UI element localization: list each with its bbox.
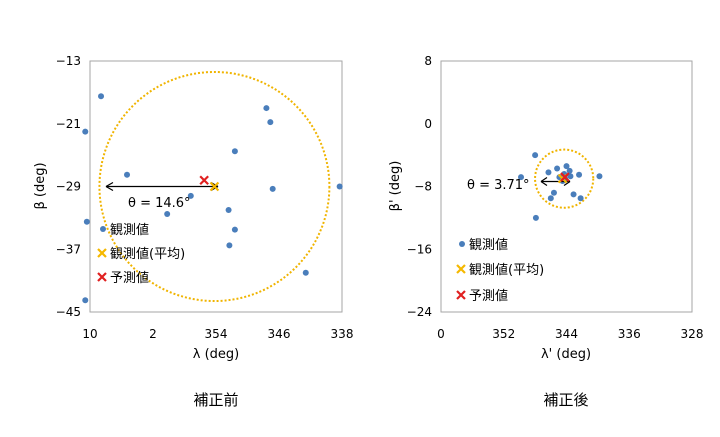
left-legend-predicted-swatch <box>97 272 107 282</box>
left-legend-mean-swatch <box>97 248 107 258</box>
right-observed-points <box>518 152 603 221</box>
left-observed-point <box>263 105 270 112</box>
right-legend-mean-swatch <box>456 264 466 274</box>
left-legend-observed-swatch <box>100 226 106 232</box>
left-observed-point <box>267 119 274 126</box>
left-theta-annotation: θ = 14.6° <box>128 196 191 211</box>
left-y-tick-label: −45 <box>56 305 81 319</box>
right-x-tick-label: 328 <box>681 327 704 341</box>
left-x-tick-label: 354 <box>205 327 228 341</box>
left-predicted-marker <box>199 175 209 186</box>
right-legend-mean-label: 観測値(平均) <box>469 262 544 278</box>
right-observed-point <box>596 173 603 180</box>
left-legend-observed-label: 観測値 <box>110 222 149 238</box>
left-observed-point <box>98 93 105 100</box>
left-observed-point <box>124 171 131 178</box>
right-plot-frame <box>440 60 693 313</box>
right-observed-point <box>563 163 570 170</box>
left-y-tick-label: −29 <box>56 180 81 194</box>
right-y-tick-label: −24 <box>407 305 432 319</box>
right-y-tick-label: 0 <box>424 117 432 131</box>
right-x-tick-label: 352 <box>492 327 515 341</box>
left-observed-point <box>164 210 171 217</box>
right-observed-point <box>532 152 539 159</box>
left-y-tick-labels: −13 −21 −29 −37 −45 <box>56 54 81 319</box>
right-legend-predicted-label: 予測値 <box>469 288 508 304</box>
left-observed-point <box>187 192 194 199</box>
right-observed-point <box>566 167 573 174</box>
left-x-tick-label: 10 <box>82 327 97 341</box>
left-chart: −13 −21 −29 −37 −45 10 2 354 346 338 β (deg) λ (… <box>33 54 353 409</box>
right-legend-predicted-swatch <box>456 290 466 300</box>
right-chart: 8 0 −8 −16 −24 352 344 336 328 0 β' (deg) λ' (d… <box>388 54 703 409</box>
right-theta-annotation: θ = 3.71° <box>467 178 530 193</box>
left-y-tick-label: −37 <box>56 242 81 256</box>
right-observed-point <box>545 169 552 176</box>
right-x-axis-label: λ' (deg) <box>541 347 591 362</box>
left-y-tick-label: −13 <box>56 54 81 68</box>
left-observed-point <box>225 207 232 214</box>
right-observed-point <box>532 214 539 221</box>
left-observed-point <box>302 269 309 276</box>
left-caption: 補正前 <box>193 391 238 409</box>
right-legend-observed-label: 観測値 <box>469 237 508 253</box>
left-observed-point <box>231 148 238 155</box>
right-x-tick-labels: 352 344 336 328 <box>492 327 703 341</box>
right-legend-observed-swatch <box>459 241 465 247</box>
right-observed-point <box>554 165 561 172</box>
right-x-zero-label: 0 <box>437 327 445 341</box>
left-x-tick-labels: 10 2 354 346 338 <box>82 327 353 341</box>
right-predicted-cross <box>560 172 570 182</box>
right-observed-point <box>577 195 584 202</box>
right-y-tick-label: 8 <box>424 54 432 68</box>
left-legend-mean-label: 観測値(平均) <box>110 246 185 262</box>
left-mean-marker <box>209 181 220 192</box>
left-observed-point <box>83 218 90 225</box>
left-x-axis-label: λ (deg) <box>193 347 239 362</box>
right-x-tick-label: 336 <box>618 327 641 341</box>
left-y-axis-label: β (deg) <box>33 162 48 209</box>
left-legend-predicted-label: 予測値 <box>110 270 149 286</box>
left-observed-point <box>82 297 89 304</box>
left-observed-point <box>231 226 238 233</box>
left-observed-point <box>226 242 233 249</box>
right-x-tick-label: 344 <box>555 327 578 341</box>
right-caption: 補正後 <box>543 391 588 409</box>
right-observed-point <box>518 174 525 181</box>
left-observed-point <box>336 183 343 190</box>
left-mean-cross <box>209 181 220 192</box>
right-y-tick-labels: 8 0 −8 −16 −24 <box>407 54 432 319</box>
right-observed-point <box>547 195 554 202</box>
right-y-tick-label: −16 <box>407 242 432 256</box>
left-x-tick-label: 338 <box>331 327 354 341</box>
left-y-tick-label: −21 <box>56 117 81 131</box>
right-legend: 観測値 観測値(平均) 予測値 <box>456 237 544 304</box>
right-predicted-marker <box>560 172 570 182</box>
right-y-tick-label: −8 <box>414 180 432 194</box>
left-observed-point <box>269 185 276 192</box>
right-observed-point <box>567 173 574 180</box>
left-x-tick-label: 2 <box>149 327 157 341</box>
left-predicted-cross <box>199 175 209 186</box>
left-legend: 観測値 観測値(平均) 予測値 <box>97 222 185 286</box>
left-observed-point <box>82 128 89 135</box>
right-observed-point <box>576 171 583 178</box>
right-error-circle <box>534 148 595 209</box>
right-y-axis-label: β' (deg) <box>388 161 403 212</box>
left-observed-points <box>82 93 343 304</box>
right-observed-point <box>570 191 577 198</box>
left-error-circle <box>98 70 331 303</box>
left-x-tick-label: 346 <box>268 327 291 341</box>
right-observed-point <box>550 189 557 196</box>
